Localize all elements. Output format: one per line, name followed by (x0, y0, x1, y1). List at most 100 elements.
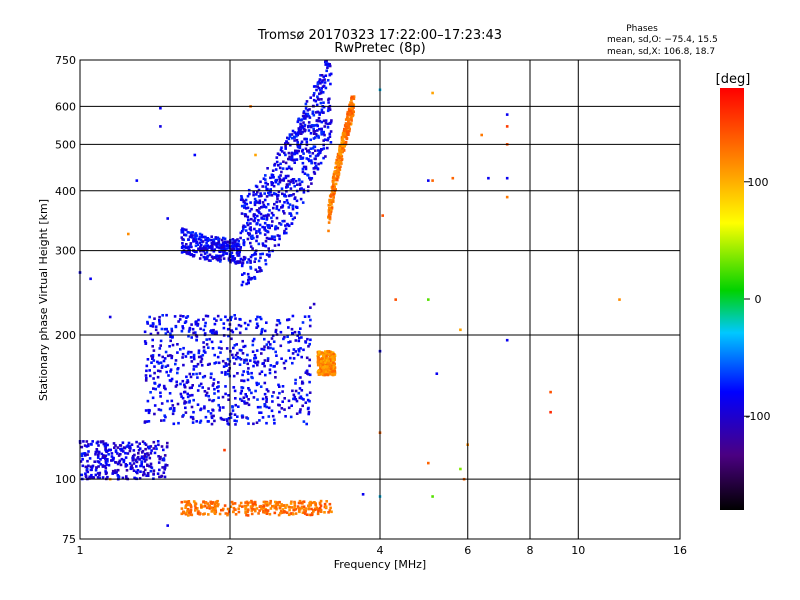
data-point (192, 357, 196, 361)
data-point (90, 443, 93, 446)
data-point (261, 416, 265, 419)
data-point (328, 63, 331, 66)
data-point (294, 179, 298, 183)
data-point (266, 346, 270, 349)
data-point (199, 327, 202, 331)
data-point (239, 397, 242, 401)
data-point (339, 165, 342, 168)
data-point (238, 504, 241, 508)
data-point (275, 361, 279, 364)
data-point (151, 338, 154, 342)
data-point (151, 354, 155, 357)
data-point (268, 250, 271, 253)
x-tick-label: 2 (227, 544, 234, 557)
data-point (275, 207, 278, 210)
data-point (271, 169, 275, 172)
data-point (79, 460, 83, 463)
data-point (241, 261, 245, 265)
data-point (316, 119, 320, 123)
data-point (107, 453, 110, 456)
data-point (311, 147, 315, 150)
data-point (218, 250, 222, 253)
data-point (287, 174, 290, 178)
data-point (315, 103, 319, 107)
data-point (125, 445, 129, 448)
data-point (290, 152, 293, 155)
data-point (158, 468, 161, 472)
data-point (312, 132, 316, 135)
data-point (350, 101, 353, 105)
data-point (198, 235, 202, 239)
data-point (304, 102, 308, 106)
data-point (263, 359, 267, 362)
data-point (165, 313, 168, 317)
data-point (161, 314, 164, 317)
data-point (205, 506, 209, 510)
data-point (332, 361, 335, 365)
data-point (179, 382, 182, 386)
data-point (222, 236, 225, 240)
data-point (159, 125, 162, 128)
data-point (264, 229, 268, 232)
data-point (264, 239, 268, 243)
data-point (292, 181, 295, 185)
data-point (217, 389, 220, 393)
data-point (318, 358, 322, 362)
data-point (184, 406, 187, 410)
data-point (241, 414, 244, 417)
data-point (297, 145, 300, 149)
data-point (168, 407, 172, 411)
data-point (308, 380, 311, 384)
data-point (333, 355, 336, 358)
data-point (343, 144, 346, 148)
data-point (310, 177, 314, 180)
data-point (187, 334, 190, 338)
data-point (266, 502, 269, 505)
data-point (198, 384, 201, 388)
data-point (181, 238, 184, 241)
data-point (236, 243, 239, 247)
data-point (98, 473, 101, 477)
data-point (215, 501, 218, 505)
data-point (345, 126, 348, 129)
data-point (116, 468, 120, 472)
data-point (333, 366, 337, 369)
data-point (216, 314, 220, 318)
data-point (233, 344, 237, 347)
data-point (246, 362, 249, 366)
data-point (268, 371, 272, 375)
data-point (145, 455, 148, 458)
data-point (209, 412, 213, 415)
data-point (214, 332, 217, 335)
data-point (244, 504, 248, 508)
data-point (159, 408, 163, 412)
data-point (266, 509, 270, 512)
data-point (312, 92, 316, 95)
data-point (99, 458, 102, 461)
data-point (213, 362, 216, 365)
data-point (214, 509, 217, 512)
data-point (145, 364, 149, 368)
data-point (309, 147, 313, 150)
data-point (183, 250, 186, 253)
data-point (285, 183, 289, 186)
data-point (333, 373, 337, 376)
data-point (120, 457, 124, 461)
data-point (312, 113, 316, 117)
data-point (334, 166, 337, 170)
data-point (204, 235, 207, 239)
data-point (338, 149, 341, 152)
data-point (333, 369, 337, 373)
data-point (154, 444, 157, 448)
data-point (104, 442, 108, 445)
data-point (237, 239, 240, 243)
data-point (199, 355, 203, 358)
data-point (344, 129, 347, 133)
stats-line-x: mean, sd,X: 106.8, 18.7 (607, 47, 715, 57)
data-point (316, 82, 320, 86)
data-point (256, 405, 260, 409)
data-point (138, 477, 142, 480)
data-point (323, 125, 326, 128)
data-point (505, 125, 509, 128)
